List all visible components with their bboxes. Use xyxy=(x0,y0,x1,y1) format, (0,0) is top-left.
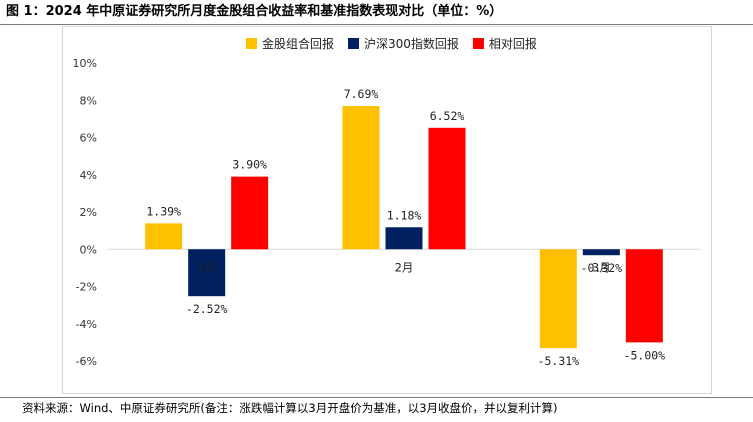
data-label: 6.52% xyxy=(430,109,465,123)
y-tick-label: 6% xyxy=(80,132,97,145)
top-divider xyxy=(0,24,753,25)
figure-title: 图 1：2024 年中原证券研究所月度金股组合收益率和基准指数表现对比（单位：%… xyxy=(6,4,503,19)
legend-swatch xyxy=(246,38,257,49)
data-label: -2.52% xyxy=(186,302,228,316)
bar xyxy=(539,249,577,349)
category-label: 3月 xyxy=(592,260,611,274)
data-label: -0.32% xyxy=(581,261,623,275)
y-tick-label: -6% xyxy=(76,355,97,368)
source-note: 资料来源：Wind、中原证券研究所(备注：涨跌幅计算以3月开盘价为基准，以3月收… xyxy=(22,401,558,415)
bar xyxy=(188,249,226,297)
data-label: 3.90% xyxy=(232,158,267,172)
bar xyxy=(231,176,269,250)
data-label: 1.18% xyxy=(387,208,422,222)
bar xyxy=(145,223,183,250)
y-tick-label: -2% xyxy=(76,281,97,294)
y-tick-label: 10% xyxy=(73,57,97,70)
bar xyxy=(625,249,663,343)
y-tick-label: 2% xyxy=(80,206,97,219)
data-label: 1.39% xyxy=(146,204,181,218)
y-tick-label: 8% xyxy=(80,94,97,107)
data-label: -5.00% xyxy=(624,348,666,362)
bottom-divider xyxy=(0,397,753,398)
data-label: 7.69% xyxy=(344,87,379,101)
category-label: 2月 xyxy=(395,260,414,274)
legend-label: 沪深300指数回报 xyxy=(364,36,459,51)
legend-swatch xyxy=(472,38,484,49)
bar xyxy=(428,127,466,250)
y-tick-label: 4% xyxy=(80,169,97,182)
data-label: -5.31% xyxy=(538,354,580,368)
y-tick-label: -4% xyxy=(76,318,97,331)
legend-label: 金股组合回报 xyxy=(262,36,334,51)
bar xyxy=(385,227,423,250)
legend-swatch xyxy=(348,38,360,49)
legend-label: 相对回报 xyxy=(489,36,537,51)
y-tick-label: 0% xyxy=(80,243,97,256)
chart-frame xyxy=(62,26,712,394)
category-label: 1月 xyxy=(197,260,216,274)
bar xyxy=(342,106,380,250)
bar xyxy=(582,249,620,256)
